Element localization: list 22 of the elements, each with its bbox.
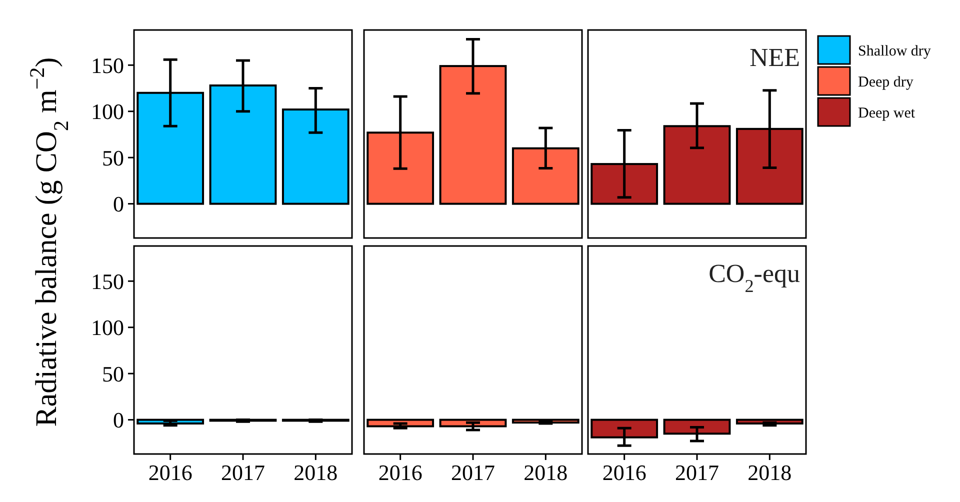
annotation: NEE (749, 43, 800, 72)
y-tick-label: 0 (113, 191, 124, 216)
y-tick-label: 150 (91, 52, 124, 78)
legend-label: Deep dry (858, 74, 914, 90)
annotation: CO$_{2}$-equ (708, 259, 800, 296)
x-tick-label: 2018 (294, 460, 338, 485)
x-tick-label: 2016 (148, 460, 192, 485)
x-tick-label: 2016 (378, 460, 422, 485)
x-tick-label: 2018 (524, 460, 568, 485)
y-tick-label: 100 (91, 315, 124, 340)
x-tick-label: 2016 (602, 460, 646, 485)
y-tick-label: 100 (91, 99, 124, 124)
x-tick-label: 2017 (451, 460, 495, 485)
legend-label: Deep wet (858, 105, 916, 122)
legend-label: Shallow dry (858, 43, 932, 60)
x-tick-label: 2018 (748, 460, 792, 485)
y-tick-label: 50 (102, 145, 124, 170)
x-tick-label: 2017 (675, 460, 719, 485)
y-tick-label: 50 (102, 361, 124, 386)
x-tick-label: 2017 (221, 460, 265, 485)
y-tick-label: 0 (113, 407, 124, 432)
y-tick-label: 150 (91, 268, 124, 294)
